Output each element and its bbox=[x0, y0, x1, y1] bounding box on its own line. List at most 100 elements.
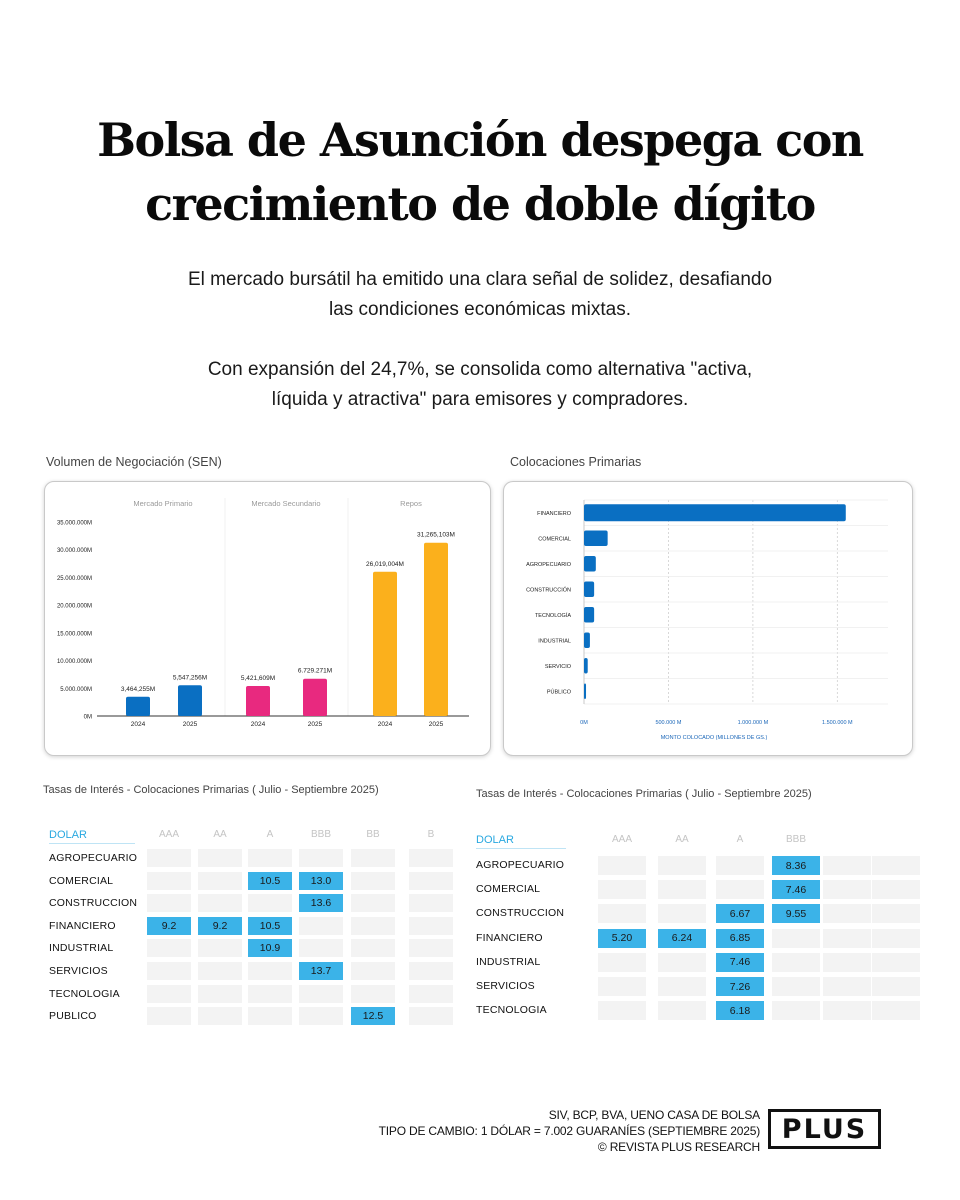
empty-cell bbox=[147, 871, 191, 890]
empty-cell bbox=[872, 904, 920, 924]
row-label: COMERCIAL bbox=[476, 883, 541, 896]
footer-sources: SIV, BCP, BVA, UENO CASA DE BOLSA bbox=[548, 1108, 760, 1122]
rate-cell: 7.46 bbox=[716, 952, 764, 972]
rate-cell: 6.67 bbox=[716, 904, 764, 924]
intro-p2-line-2: líquida y atractiva" para emisores y com… bbox=[271, 389, 689, 410]
rate-cell: 9.2 bbox=[147, 916, 191, 935]
empty-cell bbox=[409, 916, 453, 935]
y-tick-label: 20.000.000M bbox=[57, 604, 92, 610]
page-title: Bolsa de Asunción despega con crecimient… bbox=[0, 108, 960, 236]
rate-cell: 10.9 bbox=[248, 939, 292, 958]
column-header: B bbox=[427, 829, 435, 840]
empty-cell bbox=[147, 962, 191, 980]
column-header: A bbox=[736, 834, 744, 845]
empty-cell bbox=[409, 939, 453, 958]
empty-cell bbox=[351, 939, 395, 958]
empty-cell bbox=[872, 1001, 920, 1021]
column-header: BB bbox=[366, 829, 380, 840]
bar bbox=[584, 581, 595, 597]
volume-chart: Mercado Primario Mercado Secundario Repos 0… bbox=[57, 498, 469, 728]
empty-cell bbox=[772, 928, 820, 948]
empty-cell bbox=[147, 939, 191, 958]
empty-cell bbox=[872, 856, 920, 875]
empty-cell bbox=[716, 880, 764, 900]
empty-cell bbox=[198, 871, 242, 890]
bar bbox=[584, 504, 846, 522]
rate-cell: 6.18 bbox=[716, 1001, 764, 1021]
empty-cell bbox=[658, 1001, 706, 1021]
column-header: AA bbox=[213, 829, 227, 840]
category-label: CONSTRUCCIÓN bbox=[526, 586, 571, 593]
x-tick-label: 2025 bbox=[183, 721, 198, 728]
placements-chart-card: 0M 500.000 M 1.000.000 M 1.500.000 M FINANCI… bbox=[503, 481, 913, 756]
category-label: FINANCIERO bbox=[537, 511, 572, 517]
empty-cell bbox=[658, 880, 706, 900]
y-tick-label: 30.000.000M bbox=[57, 548, 92, 554]
row-label: COMERCIAL bbox=[49, 874, 114, 887]
bar bbox=[126, 696, 150, 716]
row-label: SERVICIOS bbox=[49, 965, 108, 977]
row-label: FINANCIERO bbox=[476, 931, 543, 944]
bar-value-label: 6.729.271M bbox=[298, 668, 332, 675]
group-label: Repos bbox=[400, 499, 422, 508]
empty-cell bbox=[658, 952, 706, 972]
x-tick-label: 2024 bbox=[251, 721, 266, 728]
x-tick-label: 1.000.000 M bbox=[738, 720, 769, 726]
empty-cell bbox=[198, 894, 242, 913]
x-tick-label: 1.500.000 M bbox=[822, 720, 853, 726]
empty-cell bbox=[351, 871, 395, 890]
column-header: A bbox=[266, 829, 274, 840]
empty-cell bbox=[823, 1001, 871, 1021]
empty-cell bbox=[351, 962, 395, 980]
volume-chart-title: Volumen de Negociación (SEN) bbox=[46, 455, 222, 469]
y-tick-label: 15.000.000M bbox=[57, 631, 92, 637]
empty-cell bbox=[409, 871, 453, 890]
empty-cell bbox=[147, 1007, 191, 1026]
empty-cell bbox=[248, 894, 292, 913]
row-label: FINANCIERO bbox=[49, 919, 116, 932]
column-header: AAA bbox=[158, 829, 179, 840]
empty-cell bbox=[198, 984, 242, 1003]
bar bbox=[584, 530, 608, 546]
y-tick-label: 5.000.000M bbox=[60, 687, 92, 693]
x-tick-label: 0M bbox=[580, 720, 588, 726]
headline-line-2: crecimiento de doble dígito bbox=[145, 177, 816, 231]
empty-cell bbox=[147, 849, 191, 867]
x-tick-label: 2024 bbox=[378, 721, 393, 728]
bar bbox=[584, 607, 595, 623]
empty-cell bbox=[598, 977, 646, 996]
row-label: CONSTRUCCION bbox=[476, 907, 565, 920]
empty-cell bbox=[198, 1007, 242, 1026]
rate-cell: 7.26 bbox=[716, 977, 764, 996]
bar-value-label: 31,265,103M bbox=[417, 532, 455, 539]
empty-cell bbox=[823, 904, 871, 924]
x-axis-label: MONTO COLOCADO (MILLONES DE GS.) bbox=[661, 735, 768, 741]
empty-cell bbox=[409, 894, 453, 913]
placements-chart: 0M 500.000 M 1.000.000 M 1.500.000 M FINANCI… bbox=[526, 499, 888, 741]
empty-cell bbox=[598, 904, 646, 924]
rate-cell: 10.5 bbox=[248, 871, 292, 890]
column-header: BBB bbox=[310, 829, 331, 840]
rate-cell: 5.20 bbox=[598, 928, 646, 948]
empty-cell bbox=[823, 952, 871, 972]
rate-cell: 13.7 bbox=[299, 962, 343, 980]
x-tick-label: 2025 bbox=[429, 721, 444, 728]
bar bbox=[584, 632, 590, 648]
category-label: COMERCIAL bbox=[538, 536, 571, 542]
category-label: PÚBLICO bbox=[547, 688, 572, 695]
volume-chart-card: Mercado Primario Mercado Secundario Repos 0… bbox=[44, 481, 491, 756]
empty-cell bbox=[147, 984, 191, 1003]
row-label: TECNOLOGIA bbox=[49, 987, 120, 1000]
rates-table-left-title: Tasas de Interés - Colocaciones Primaria… bbox=[43, 784, 379, 796]
empty-cell bbox=[872, 880, 920, 900]
rate-cell: 13.0 bbox=[299, 871, 343, 890]
empty-cell bbox=[409, 962, 453, 980]
bar bbox=[584, 683, 587, 699]
placements-chart-title: Colocaciones Primarias bbox=[510, 455, 642, 469]
row-label: INDUSTRIAL bbox=[476, 955, 541, 968]
bar bbox=[584, 658, 588, 674]
empty-cell bbox=[248, 984, 292, 1003]
row-label: AGROPECUARIO bbox=[476, 859, 565, 871]
empty-cell bbox=[716, 856, 764, 875]
empty-cell bbox=[823, 977, 871, 996]
